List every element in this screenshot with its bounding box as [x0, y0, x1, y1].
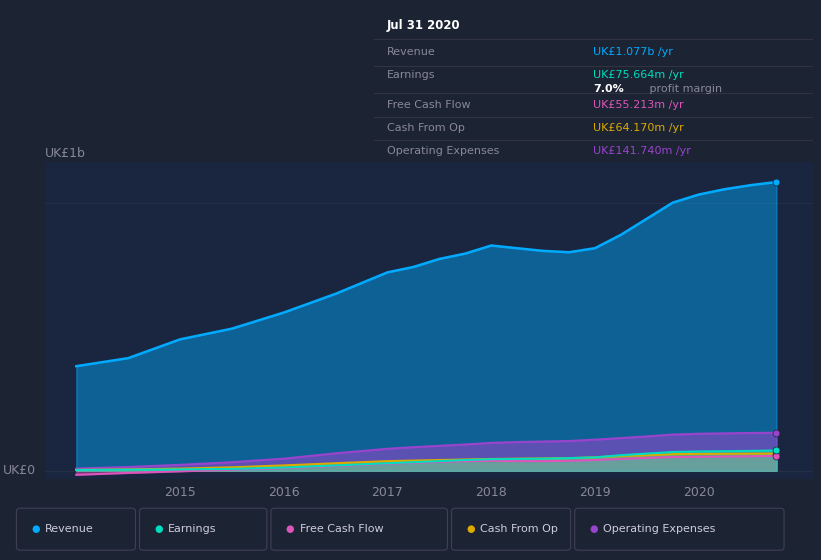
Text: Earnings: Earnings	[387, 70, 435, 80]
Text: ●: ●	[286, 524, 294, 534]
Text: UK£1b: UK£1b	[45, 147, 86, 160]
Text: UK£141.740m /yr: UK£141.740m /yr	[594, 146, 691, 156]
Text: UK£0: UK£0	[3, 464, 36, 477]
Text: Cash From Op: Cash From Op	[387, 123, 465, 133]
Text: ●: ●	[31, 524, 39, 534]
Text: ●: ●	[589, 524, 598, 534]
Text: ●: ●	[154, 524, 163, 534]
Text: Revenue: Revenue	[45, 524, 94, 534]
Text: UK£55.213m /yr: UK£55.213m /yr	[594, 100, 684, 110]
Text: Earnings: Earnings	[168, 524, 217, 534]
Text: 7.0%: 7.0%	[594, 83, 624, 94]
Text: Cash From Op: Cash From Op	[480, 524, 558, 534]
Text: Revenue: Revenue	[387, 47, 435, 57]
Text: Operating Expenses: Operating Expenses	[387, 146, 499, 156]
Text: Operating Expenses: Operating Expenses	[603, 524, 716, 534]
Text: Free Cash Flow: Free Cash Flow	[387, 100, 470, 110]
Text: Free Cash Flow: Free Cash Flow	[300, 524, 383, 534]
Text: UK£75.664m /yr: UK£75.664m /yr	[594, 70, 684, 80]
Text: UK£1.077b /yr: UK£1.077b /yr	[594, 47, 673, 57]
Text: UK£64.170m /yr: UK£64.170m /yr	[594, 123, 684, 133]
Text: Jul 31 2020: Jul 31 2020	[387, 19, 461, 32]
Text: profit margin: profit margin	[646, 83, 722, 94]
Text: ●: ●	[466, 524, 475, 534]
